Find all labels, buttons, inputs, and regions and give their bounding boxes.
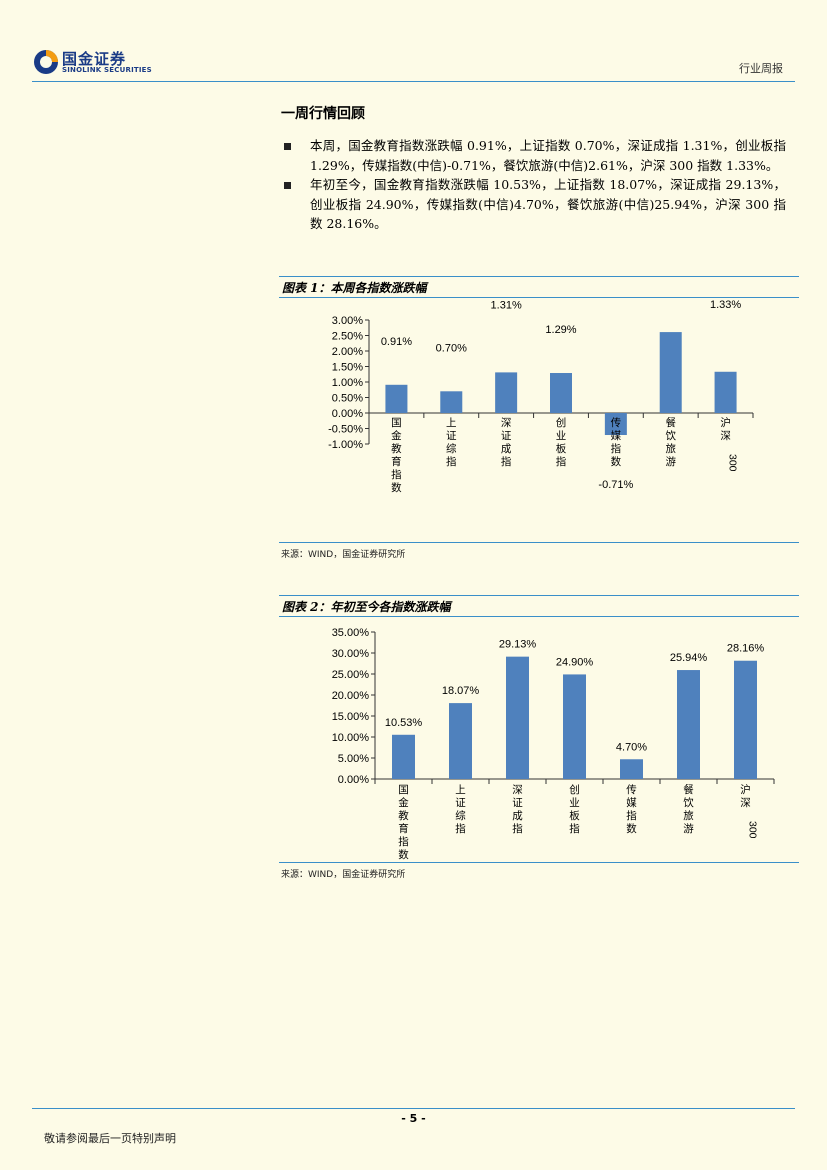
logo-chinese-name: 国金证券 [62,50,127,68]
y-tick-label: 20.00% [332,690,370,702]
y-tick-label: -0.50% [328,424,363,436]
bullet-square-icon [284,182,291,189]
bullet-item: 年初至今，国金教育指数涨跌幅 10.53%，上证指数 18.07%，深证成指 2… [281,175,786,234]
chart-bar [563,674,586,779]
chart-bar [677,670,700,779]
figure-2-footer-rule [279,862,799,863]
y-tick-label: -1.00% [328,439,363,451]
logo-english-name: SINOLINK SECURITIES [62,66,152,74]
y-tick-label: 30.00% [332,648,370,660]
chart-bar [604,413,627,436]
y-tick-label: 10.00% [332,732,370,744]
bullet-item: 本周，国金教育指数涨跌幅 0.91%，上证指数 0.70%，深证成指 1.31%… [281,136,786,175]
x-tick-label: 上证综指 [455,784,466,835]
chart-bar [659,332,682,413]
x-tick-label-digits: 300 [727,454,739,472]
figure-1-chart: 3.00% 2.50% 2.00% 1.50% 1.00% 0.50% 0.00% -0.50… [328,299,754,494]
bullet-list: 本周，国金教育指数涨跌幅 0.91%，上证指数 0.70%，深证成指 1.31%… [281,136,786,234]
y-tick-label: 25.00% [332,669,370,681]
data-label: 25.94% [670,652,708,664]
data-label: 1.29% [545,324,576,336]
chart-bar [385,384,408,413]
x-tick-label: 创业板指 [569,783,580,835]
chart-bar [440,391,463,413]
x-tick-label: 餐饮旅游 [665,416,676,468]
bullet-text: 本周，国金教育指数涨跌幅 0.91%，上证指数 0.70%，深证成指 1.31%… [310,138,786,173]
chart-bar [506,656,529,779]
report-type-label: 行业周报 [739,62,783,75]
footer-divider [32,1108,795,1109]
data-label: 28.16% [727,643,765,655]
figure-2-title: 图表 2：年初至今各指数涨跌幅 [282,600,451,614]
y-tick-label: 15.00% [332,711,370,723]
header-divider [32,81,795,82]
figure-1-source: 来源：WIND，国金证券研究所 [281,550,406,560]
sinolink-logo [34,50,58,74]
data-label: 29.13% [499,639,537,651]
figure-2-source: 来源：WIND，国金证券研究所 [281,870,406,880]
y-tick-label: 2.50% [332,331,363,343]
y-tick-label: 0.00% [338,774,369,786]
chart-bar [449,703,472,779]
figure-2-header: 图表 2：年初至今各指数涨跌幅 [279,595,799,617]
y-tick-label: 3.00% [332,315,363,327]
x-tick-label: 餐饮旅游 [683,783,694,835]
page-number: - 5 - [401,1112,426,1125]
x-tick-label: 沪深 [740,783,751,809]
bullet-text: 年初至今，国金教育指数涨跌幅 10.53%，上证指数 18.07%，深证成指 2… [310,177,786,231]
x-tick-label: 传媒指数 [626,784,637,835]
data-label: 18.07% [442,685,480,697]
figure-1-footer-rule [279,542,799,543]
data-label: 1.31% [491,299,522,311]
y-tick-label: 0.00% [332,408,363,420]
chart-bar [714,371,737,413]
x-tick-label: 创业板指 [556,416,567,468]
chart-bar [550,373,572,413]
x-tick-label: 国金教育指数 [391,417,402,494]
y-tick-label: 1.50% [332,362,363,374]
chart-bar [392,734,415,779]
figure-1-title: 图表 1：本周各指数涨跌幅 [282,281,427,295]
x-tick-label: 深证成指 [501,417,512,468]
data-label: 0.70% [436,342,467,354]
chart-bar [734,660,757,779]
x-tick-label: 传媒指数 [611,417,622,468]
bullet-square-icon [284,143,291,150]
x-tick-label: 国金教育指数 [398,784,409,860]
x-tick-label-digits: 300 [747,821,759,839]
chart-bar [495,372,518,413]
section-title: 一周行情回顾 [281,106,365,122]
chart-bar [620,759,643,779]
x-tick-label: 沪深 [720,416,731,442]
data-label: 10.53% [385,717,423,729]
disclaimer-text: 敬请参阅最后一页特别声明 [44,1132,176,1145]
figure-2-chart: 35.00% 30.00% 25.00% 20.00% 15.00% 10.00% 5.00… [332,627,775,860]
y-tick-label: 5.00% [338,753,369,765]
y-tick-label: 35.00% [332,627,370,639]
figure-1-header: 图表 1：本周各指数涨跌幅 [279,276,799,298]
x-tick-label: 深证成指 [512,784,523,835]
data-label: -0.71% [598,479,633,491]
y-tick-label: 0.50% [332,393,363,405]
y-tick-label: 2.00% [332,346,363,358]
data-label: 0.91% [381,336,412,348]
data-label: 24.90% [556,656,594,668]
y-tick-label: 1.00% [332,377,363,389]
data-label: 4.70% [616,741,647,753]
x-tick-label: 上证综指 [446,417,457,468]
data-label: 1.33% [710,299,741,311]
